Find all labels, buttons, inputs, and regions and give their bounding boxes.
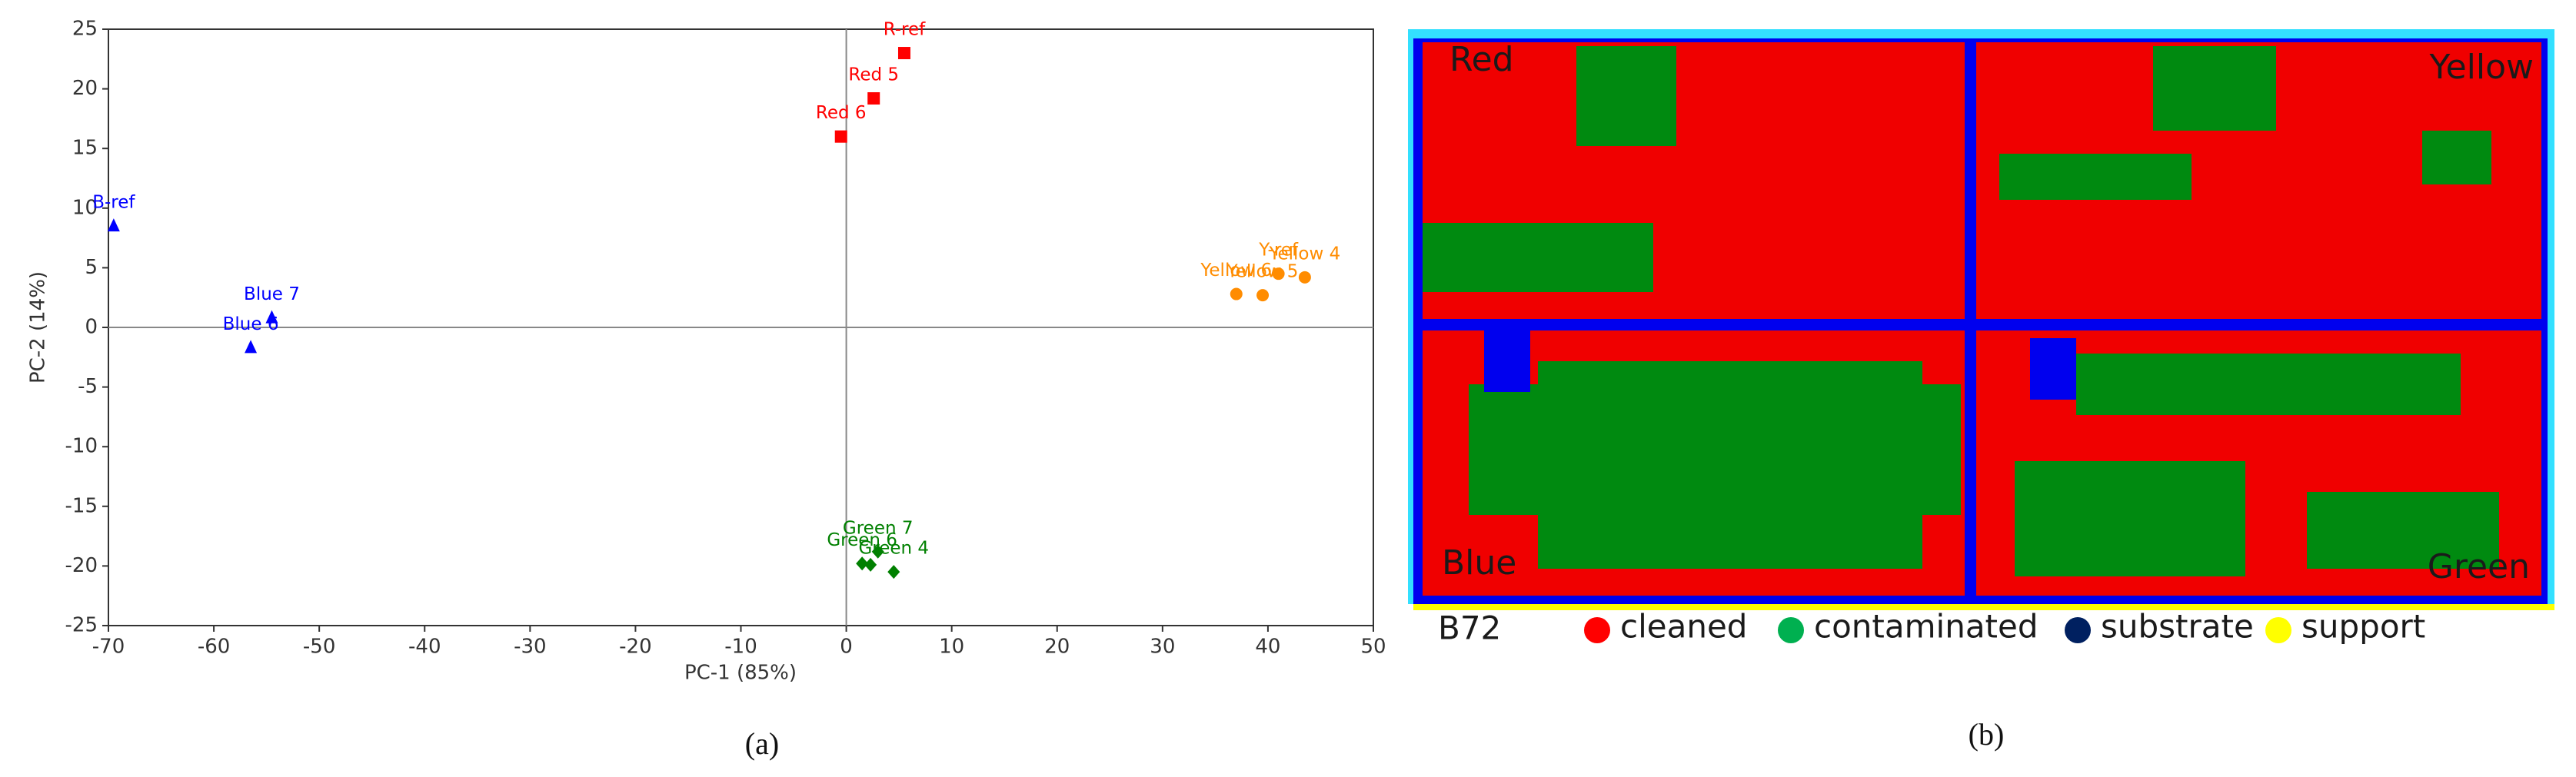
point: [1256, 289, 1270, 302]
x-tick-label: -30: [514, 636, 546, 659]
caption: (b): [1969, 717, 2005, 752]
point-label: Yellow 6: [1200, 261, 1272, 281]
support-strip: [1413, 604, 2554, 610]
region: [1538, 361, 1922, 569]
caption: (a): [745, 726, 779, 761]
legend-swatch: [2265, 617, 2291, 643]
y-axis-label: PC-2 (14%): [27, 271, 50, 384]
x-axis-label: PC-1 (85%): [684, 662, 797, 685]
point-label: Green 6: [827, 530, 897, 550]
point-label: Yellow 4: [1269, 244, 1341, 264]
point: [265, 310, 278, 324]
point: [897, 47, 910, 60]
point: [856, 556, 869, 571]
y-tick-label: 0: [85, 316, 98, 339]
point: [1230, 287, 1243, 301]
region: [1484, 330, 1530, 392]
point: [871, 544, 884, 559]
point-label: Red 6: [816, 103, 867, 123]
x-tick-label: -70: [92, 636, 125, 659]
point: [834, 130, 847, 143]
y-tick-label: 5: [85, 256, 98, 279]
scatter-plot: PC-1 (85%) PC-2 (14%) -70 -60 -50 -40 -30 -20…: [27, 18, 1386, 685]
region: [2422, 131, 2491, 184]
point: [1272, 267, 1285, 281]
point-label: Green 7: [843, 518, 914, 538]
point-label: R-ref: [884, 20, 926, 40]
y-tick-label: -15: [65, 494, 98, 517]
region: [1423, 223, 1653, 292]
legend-label: contaminated: [1814, 608, 2039, 646]
legend-label: support: [2301, 608, 2425, 646]
y-tick-label: 15: [72, 137, 98, 160]
x-tick-label: -60: [198, 636, 230, 659]
point-label: Blue 7: [244, 284, 300, 304]
region: [2015, 461, 2245, 576]
point: [245, 340, 258, 354]
region: [2076, 354, 2461, 415]
y-tick-label: -5: [78, 375, 98, 398]
classification-image: Red Yellow Blue Green B72 cleaned contaminated…: [1408, 29, 2554, 647]
region: [2030, 338, 2076, 400]
legend-swatch: [2065, 617, 2091, 643]
x-tick-label: -10: [724, 636, 757, 659]
quadrant-label: Blue: [1442, 543, 1516, 583]
point: [107, 218, 120, 232]
y-tick-label: -25: [65, 614, 98, 637]
legend-title: B72: [1438, 609, 1501, 647]
legend-label: substrate: [2101, 608, 2254, 646]
region: [2153, 46, 2276, 131]
legend-swatch: [1778, 617, 1804, 643]
point: [864, 557, 877, 572]
region: [2307, 492, 2499, 569]
point: [887, 565, 900, 579]
x-tick-label: 10: [939, 636, 964, 659]
x-tick-label: -40: [408, 636, 441, 659]
y-tick-label: -20: [65, 554, 98, 577]
y-tick-label: 10: [72, 196, 98, 219]
point-label: B-ref: [92, 193, 135, 213]
quadrant-label: Red: [1449, 40, 1514, 79]
point-label: Y-ref: [1258, 241, 1299, 261]
point-label: Blue 6: [223, 314, 279, 334]
point: [867, 92, 880, 105]
region: [1999, 154, 2192, 200]
x-tick-label: 30: [1150, 636, 1175, 659]
quadrant-label: Yellow: [2429, 48, 2534, 87]
x-tick-label: -50: [303, 636, 335, 659]
point-label: Green 4: [858, 539, 929, 559]
x-tick-label: 50: [1360, 636, 1386, 659]
x-tick-label: 20: [1044, 636, 1070, 659]
point-label: Red 5: [848, 65, 899, 85]
legend-swatch: [1584, 617, 1610, 643]
point: [1298, 271, 1311, 284]
point-label: Yellow 5: [1226, 262, 1299, 282]
x-tick-label: 0: [840, 636, 853, 659]
x-tick-label: 40: [1255, 636, 1280, 659]
y-tick-label: 20: [72, 77, 98, 100]
quadrant-label: Green: [2428, 547, 2530, 586]
y-tick-label: -10: [65, 435, 98, 458]
legend-label: cleaned: [1620, 608, 1747, 646]
y-tick-label: 25: [72, 18, 98, 41]
region: [1576, 46, 1676, 146]
x-tick-label: -20: [619, 636, 651, 659]
